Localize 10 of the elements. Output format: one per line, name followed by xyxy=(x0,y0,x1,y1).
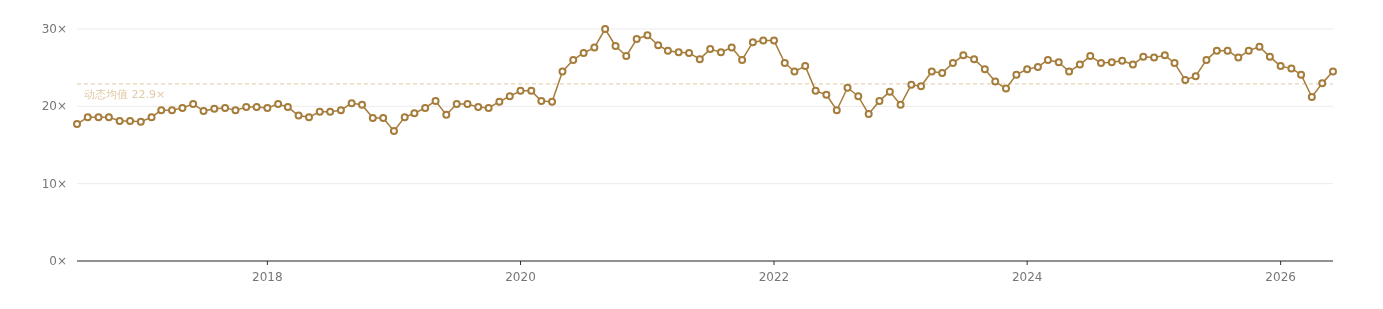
x-tick-label: 2018 xyxy=(252,270,283,284)
ref-line-label: 动态均值 22.9× xyxy=(84,87,166,101)
y-tick-label: 30× xyxy=(41,22,67,36)
y-tick-label: 10× xyxy=(41,176,67,191)
x-tick-label: 2022 xyxy=(758,270,790,284)
x-tick-label: 2020 xyxy=(505,270,536,284)
y-tick-label: 0× xyxy=(49,254,67,268)
y-tick-label: 20× xyxy=(41,99,67,114)
x-tick-label: 2024 xyxy=(1011,270,1043,284)
x-tick-label: 2026 xyxy=(1265,270,1296,284)
